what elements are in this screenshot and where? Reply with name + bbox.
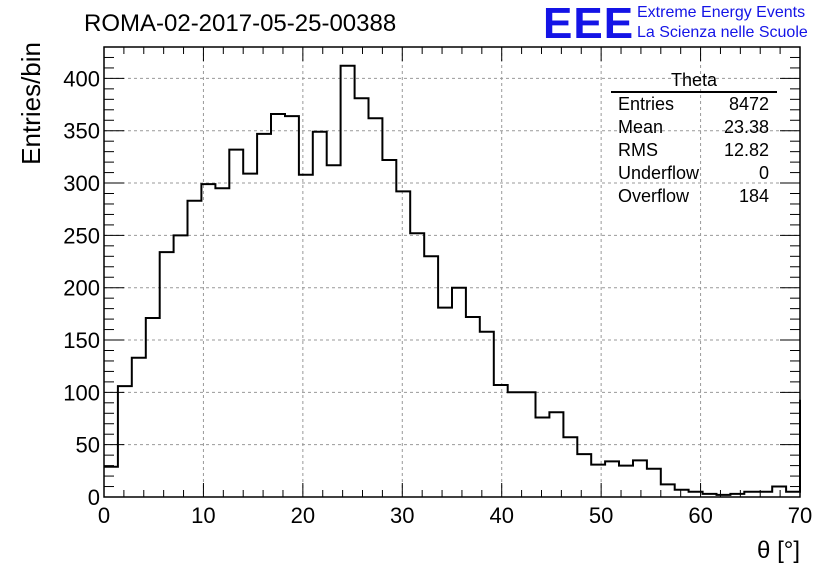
stats-label: RMS	[618, 140, 658, 160]
eee-logo: EEE	[543, 0, 635, 48]
stats-label: Entries	[618, 94, 675, 114]
stats-box: Theta Entries 8472 Mean 23.38 RMS 12.82 …	[611, 70, 777, 208]
y-tick-label: 100	[63, 380, 100, 405]
x-tick-label: 20	[291, 503, 315, 528]
x-axis-label: θ [°]	[757, 537, 800, 564]
y-tick-label: 250	[63, 223, 100, 248]
x-tick-label: 30	[390, 503, 414, 528]
logo-caption-line2: La Scienza nelle Scuole	[637, 24, 808, 41]
logo-caption: Extreme Energy Events La Scienza nelle S…	[637, 3, 808, 43]
stats-value: 8472	[728, 94, 769, 114]
run-title: ROMA-02-2017-05-25-00388	[84, 10, 397, 37]
logo-caption-line1: Extreme Energy Events	[637, 4, 806, 21]
y-tick-label: 300	[63, 171, 100, 196]
y-tick-label: 400	[63, 66, 100, 91]
stats-row-underflow: Underflow 0	[611, 162, 777, 185]
y-axis-label: Entries/bin	[16, 42, 46, 165]
y-tick-label: 50	[76, 433, 100, 458]
stats-label: Underflow	[618, 163, 700, 183]
stats-title: Theta	[611, 70, 777, 93]
x-tick-label: 0	[98, 503, 110, 528]
stats-label: Mean	[618, 117, 664, 137]
x-tick-label: 10	[191, 503, 215, 528]
y-tick-labels: 0 50 100 150 200 250 300 350 400	[63, 66, 100, 510]
y-tick-label: 150	[63, 328, 100, 353]
plot-frame	[103, 46, 801, 498]
y-tick-label: 200	[63, 276, 100, 301]
stats-value: 23.38	[723, 117, 769, 137]
stats-row-mean: Mean 23.38	[611, 116, 777, 139]
stats-row-rms: RMS 12.82	[611, 139, 777, 162]
stats-value: 0	[758, 163, 769, 183]
stats-label: Overflow	[618, 186, 690, 206]
stats-row-entries: Entries 8472	[611, 93, 777, 116]
x-tick-label: 70	[788, 503, 812, 528]
stats-row-overflow: Overflow 184	[611, 185, 777, 208]
stats-value: 184	[738, 186, 769, 206]
x-tick-label: 40	[489, 503, 513, 528]
x-tick-labels: 0 10 20 30 40 50 60 70	[98, 503, 812, 528]
histogram-series	[104, 64, 801, 496]
y-tick-label: 350	[63, 119, 100, 144]
stats-value: 12.82	[723, 140, 769, 160]
x-tick-label: 50	[589, 503, 613, 528]
x-tick-label: 60	[688, 503, 712, 528]
y-tick-label: 0	[88, 485, 100, 510]
